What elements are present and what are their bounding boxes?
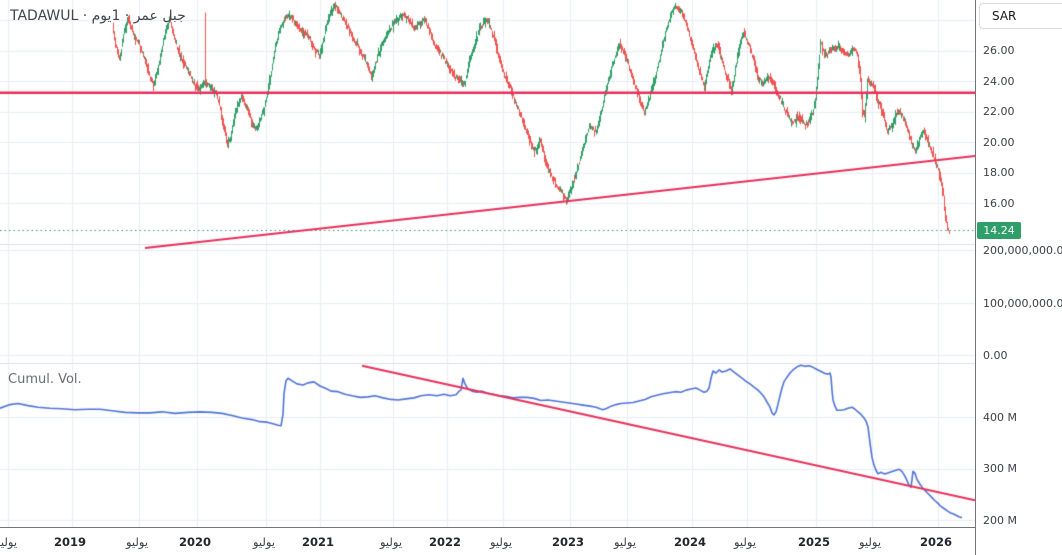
chart-plot-canvas[interactable] xyxy=(0,0,975,527)
time-axis-year-label: 2025 xyxy=(797,535,831,549)
time-axis-month-label: يوليو xyxy=(252,535,276,549)
time-axis-month-label: يوليو xyxy=(613,535,637,549)
time-axis-month-label: يوليو xyxy=(489,535,513,549)
cumul-axis-label: 300 M xyxy=(983,462,1017,476)
volume-axis-label: 200,000,000.0 xyxy=(983,243,1062,257)
time-axis-month-label: يوليو xyxy=(0,535,18,549)
time-axis-year-label: 2022 xyxy=(428,535,462,549)
axis-corner xyxy=(975,527,1062,555)
indicator-label-cumul-vol[interactable]: Cumul. Vol. xyxy=(8,372,82,387)
time-axis-year-label: 2024 xyxy=(673,535,707,549)
cumul-axis-label: 200 M xyxy=(983,513,1017,527)
cumul-axis-label: 400 M xyxy=(983,410,1017,424)
time-axis-year-label: 2021 xyxy=(301,535,335,549)
price-axis-label: 24.00 xyxy=(983,74,1015,88)
time-axis-year-label: 2019 xyxy=(53,535,87,549)
time-axis-month-label: يوليو xyxy=(125,535,149,549)
time-scale-axis[interactable]: يوليو 2019 يوليو 2020 يوليو 2021 يوليو 2022 يولي… xyxy=(0,527,1062,555)
symbol-title[interactable]: جبل عمر · 1يوم · TADAWUL xyxy=(10,8,186,24)
time-axis-year-label: 2020 xyxy=(178,535,212,549)
time-axis-month-label: يوليو xyxy=(858,535,882,549)
time-axis-month-label: يوليو xyxy=(379,535,403,549)
price-scale-axis[interactable]: SAR 26.00 24.00 22.00 20.00 18.00 16.00 200,00… xyxy=(975,0,1062,527)
time-axis-month-label: يوليو xyxy=(733,535,757,549)
volume-axis-label: 100,000,000.0 xyxy=(983,296,1062,310)
price-axis-label: 22.00 xyxy=(983,105,1015,119)
time-axis-year-label: 2023 xyxy=(551,535,585,549)
price-axis-label: 18.00 xyxy=(983,166,1015,180)
volume-axis-label: 0.00 xyxy=(983,348,1008,362)
currency-button[interactable]: SAR xyxy=(979,3,1062,29)
time-axis-year-label: 2026 xyxy=(919,535,953,549)
price-axis-label: 20.00 xyxy=(983,135,1015,149)
price-axis-label: 26.00 xyxy=(983,44,1015,58)
price-axis-label: 16.00 xyxy=(983,196,1015,210)
last-price-badge: 14.24 xyxy=(977,222,1021,240)
